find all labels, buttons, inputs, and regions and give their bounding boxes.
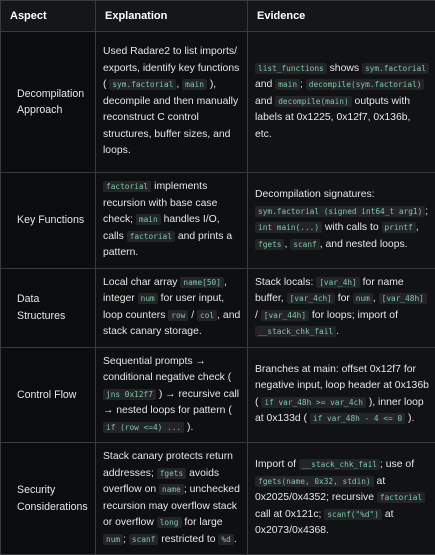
table-row: Key Functions factorial implements recur…	[1, 173, 435, 269]
aspect-cell: Data Structures	[1, 268, 96, 347]
inline-code: fgets	[255, 239, 284, 250]
evidence-cell: Import of __stack_chk_fail; use of fgets…	[248, 443, 435, 555]
table-row: Security Considerations Stack canary pro…	[1, 443, 435, 555]
inline-code: __stack_chk_fail	[255, 326, 336, 337]
inline-code: [var_4ch]	[287, 293, 335, 304]
inline-code: printf	[382, 222, 416, 233]
aspect-cell: Key Functions	[1, 173, 96, 269]
inline-code: row	[168, 310, 188, 321]
inline-code: name[50]	[180, 277, 224, 288]
inline-code: main	[182, 79, 207, 90]
inline-code: int main(...)	[255, 222, 322, 233]
inline-code: fgets(name, 0x32, stdin)	[255, 476, 374, 487]
inline-code: sym.factorial (signed int64_t arg1)	[255, 206, 425, 217]
header-aspect: Aspect	[1, 1, 96, 32]
evidence-cell: Branches at main: offset 0x12f7 for nega…	[248, 347, 435, 443]
evidence-cell: list_functions shows sym.factorial and m…	[248, 32, 435, 173]
inline-code: name	[159, 484, 184, 495]
explanation-cell: Local char array name[50], integer num f…	[96, 268, 248, 347]
explanation-cell: factorial implements recursion with base…	[96, 173, 248, 269]
inline-code: if (row <=4) ...	[103, 422, 184, 433]
inline-code: decompile(sym.factorial)	[306, 79, 425, 90]
inline-code: jns 0x12f7	[103, 389, 156, 400]
inline-code: factorial	[377, 492, 425, 503]
inline-code: main	[275, 79, 300, 90]
inline-code: num	[103, 534, 123, 545]
evidence-cell: Stack locals: [var_4h] for name buffer, …	[248, 268, 435, 347]
inline-code: col	[197, 310, 217, 321]
explanation-cell: Sequential prompts → conditional negativ…	[96, 347, 248, 443]
evidence-cell: Decompilation signatures: sym.factorial …	[248, 173, 435, 269]
inline-code: [var_48h]	[379, 293, 427, 304]
explanation-cell: Used Radare2 to list imports/ exports, i…	[96, 32, 248, 173]
inline-code: long	[157, 517, 182, 528]
inline-code: scanf	[129, 534, 158, 545]
inline-code: __stack_chk_fail	[299, 459, 380, 470]
explanation-cell: Stack canary protects return addresses; …	[96, 443, 248, 555]
inline-code: %d	[218, 534, 233, 545]
aspect-cell: Decompilation Approach	[1, 32, 96, 173]
inline-code: fgets	[157, 468, 186, 479]
header-explanation: Explanation	[96, 1, 248, 32]
inline-code: [var_44h]	[261, 310, 309, 321]
table-row: Data Structures Local char array name[50…	[1, 268, 435, 347]
inline-code: [var_4h]	[316, 277, 360, 288]
inline-code: sym.factorial	[362, 63, 429, 74]
header-row: Aspect Explanation Evidence	[1, 1, 435, 32]
table-row: Control Flow Sequential prompts → condit…	[1, 347, 435, 443]
inline-code: if var_48h >= var_4ch	[261, 397, 366, 408]
table-row: Decompilation Approach Used Radare2 to l…	[1, 32, 435, 173]
aspect-cell: Security Considerations	[1, 443, 96, 555]
inline-code: if var_48h - 4 <= 0	[310, 413, 405, 424]
inline-code: factorial	[127, 231, 175, 242]
inline-code: list_functions	[255, 63, 327, 74]
inline-code: factorial	[103, 181, 151, 192]
table-screenshot: Aspect Explanation Evidence Decompilatio…	[0, 0, 435, 536]
header-evidence: Evidence	[248, 1, 435, 32]
inline-code: decompile(main)	[275, 96, 351, 107]
inline-code: num	[353, 293, 373, 304]
inline-code: scanf("%d")	[324, 509, 382, 520]
inline-code: num	[138, 293, 158, 304]
inline-code: sym.factorial	[109, 79, 176, 90]
aspect-cell: Control Flow	[1, 347, 96, 443]
inline-code: main	[136, 214, 161, 225]
inline-code: scanf	[290, 239, 319, 250]
